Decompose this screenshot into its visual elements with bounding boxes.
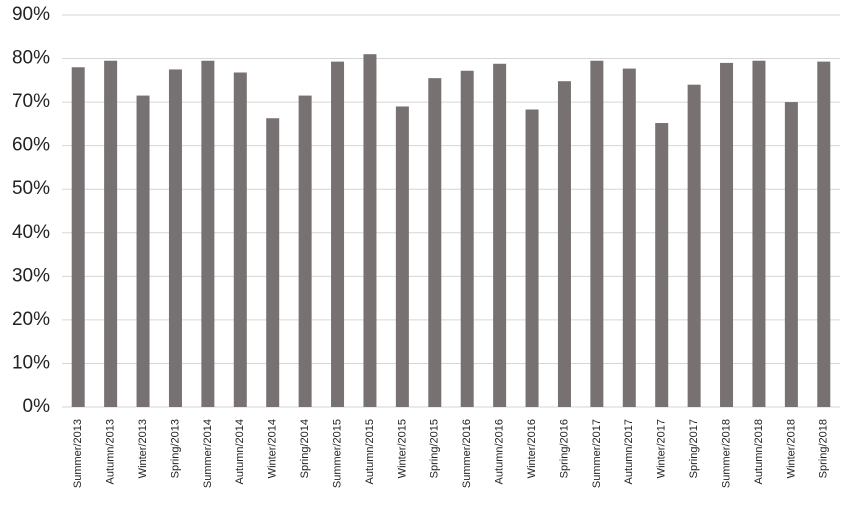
bar [331,61,345,408]
bar [201,60,215,407]
y-tick-label: 80% [12,48,50,69]
bar [655,123,669,408]
x-tick-label: Summer/2014 [202,419,214,488]
bar [817,61,831,408]
x-tick-label: Autumn/2016 [494,419,506,484]
bar [71,67,85,408]
bar [784,102,798,407]
x-tick-label: Summer/2015 [331,419,343,488]
x-tick-label: Winter/2015 [396,419,408,478]
x-tick-label: Autumn/2013 [105,419,117,484]
x-tick-label: Autumn/2014 [234,419,246,484]
x-tick-label: Winter/2014 [267,419,279,478]
x-tick-label: Winter/2013 [137,419,149,478]
bar [298,95,312,408]
x-tick-label: Winter/2018 [785,419,797,478]
bar [363,54,377,407]
bar [493,63,507,407]
x-tick-label: Spring/2013 [169,419,181,478]
bar [460,70,474,408]
bar [395,106,409,407]
bar [622,68,636,407]
x-tick-label: Summer/2018 [720,419,732,488]
x-tick-label: Summer/2016 [461,419,473,488]
bar [687,84,701,407]
x-tick-label: Autumn/2015 [364,419,376,484]
y-tick-label: 90% [12,4,50,25]
bar [590,60,604,407]
y-tick-label: 20% [12,309,50,330]
y-tick-label: 10% [12,352,50,373]
bar [233,72,247,407]
bar [720,62,734,408]
x-tick-label: Summer/2013 [72,419,84,488]
x-tick-label: Spring/2016 [558,419,570,478]
x-tick-label: Summer/2017 [591,419,603,488]
x-tick-label: Winter/2017 [656,419,668,478]
x-tick-label: Spring/2017 [688,419,700,478]
bar [136,95,150,408]
bar [752,60,766,407]
x-tick-label: Autumn/2017 [623,419,635,484]
x-tick-label: Spring/2015 [429,419,441,478]
bar [168,69,182,407]
y-tick-label: 60% [12,135,50,156]
bar [525,109,539,407]
y-tick-label: 70% [12,91,50,112]
x-tick-label: Winter/2016 [526,419,538,478]
y-tick-label: 0% [23,396,51,417]
bar [266,118,280,407]
x-tick-label: Spring/2018 [818,419,830,478]
x-tick-label: Spring/2014 [299,419,311,478]
y-tick-label: 30% [12,265,50,286]
bar [557,81,571,408]
y-tick-label: 40% [12,222,50,243]
bar [104,60,118,407]
x-tick-label: Autumn/2018 [753,419,765,484]
bar [428,78,442,408]
y-tick-label: 50% [12,178,50,199]
